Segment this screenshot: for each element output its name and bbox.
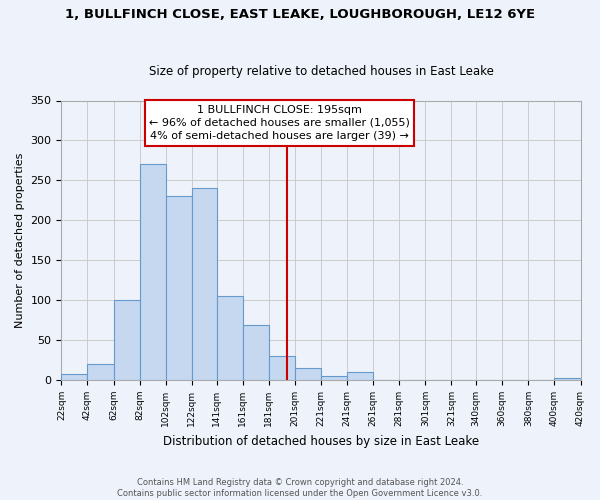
Bar bbox=[113, 300, 140, 380]
Text: 1 BULLFINCH CLOSE: 195sqm
← 96% of detached houses are smaller (1,055)
4% of sem: 1 BULLFINCH CLOSE: 195sqm ← 96% of detac… bbox=[149, 104, 410, 141]
Bar bbox=[61, 374, 88, 380]
Bar bbox=[140, 164, 166, 380]
Bar bbox=[88, 364, 113, 380]
Bar bbox=[217, 296, 242, 380]
Bar bbox=[321, 376, 347, 380]
Bar bbox=[192, 188, 217, 380]
Y-axis label: Number of detached properties: Number of detached properties bbox=[15, 152, 25, 328]
Bar bbox=[554, 378, 581, 380]
Text: 1, BULLFINCH CLOSE, EAST LEAKE, LOUGHBOROUGH, LE12 6YE: 1, BULLFINCH CLOSE, EAST LEAKE, LOUGHBOR… bbox=[65, 8, 535, 20]
Bar bbox=[242, 325, 269, 380]
Bar bbox=[347, 372, 373, 380]
Title: Size of property relative to detached houses in East Leake: Size of property relative to detached ho… bbox=[149, 66, 493, 78]
Text: Contains HM Land Registry data © Crown copyright and database right 2024.
Contai: Contains HM Land Registry data © Crown c… bbox=[118, 478, 482, 498]
Bar bbox=[166, 196, 192, 380]
X-axis label: Distribution of detached houses by size in East Leake: Distribution of detached houses by size … bbox=[163, 434, 479, 448]
Bar bbox=[269, 356, 295, 380]
Bar bbox=[295, 368, 321, 380]
